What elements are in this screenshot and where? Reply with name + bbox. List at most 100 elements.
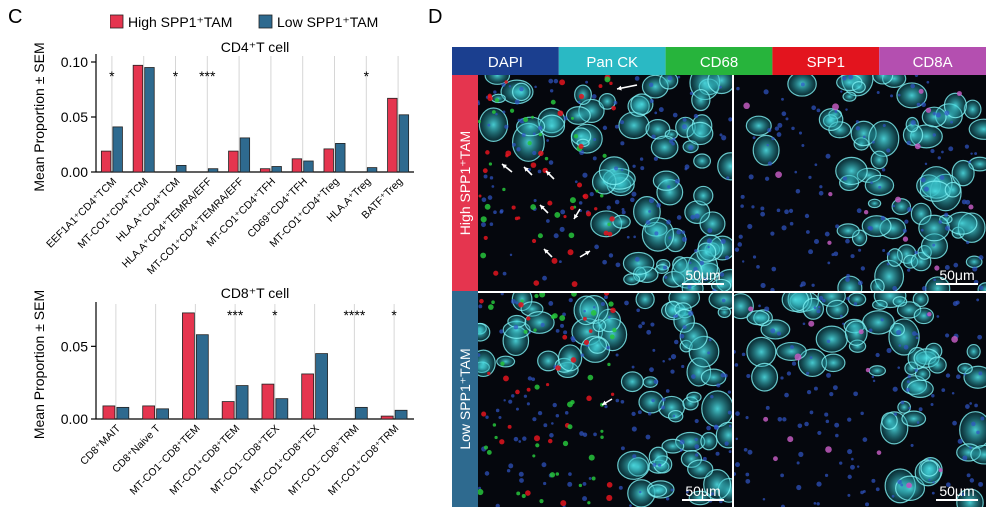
dapi-nucleus (489, 176, 494, 180)
dapi-nucleus (648, 209, 652, 213)
dapi-nucleus (847, 474, 852, 480)
pan-ck-cell (484, 75, 511, 85)
dapi-nucleus (670, 369, 675, 374)
marker-cell (535, 443, 540, 448)
dapi-nucleus (506, 468, 511, 473)
dapi-nucleus (734, 363, 739, 367)
dapi-nucleus (952, 301, 958, 307)
dapi-nucleus (694, 418, 699, 424)
dapi-nucleus (620, 446, 625, 451)
dapi-nucleus (969, 402, 972, 405)
dapi-nucleus (867, 225, 872, 230)
marker-cell (539, 293, 546, 298)
pan-ck-cell (851, 81, 866, 94)
dapi-nucleus (489, 222, 494, 226)
dapi-nucleus (656, 203, 662, 208)
pan-ck-cell (635, 293, 655, 310)
dapi-nucleus (794, 170, 798, 174)
dapi-nucleus (652, 463, 657, 467)
marker-cell (478, 194, 482, 198)
dapi-nucleus (695, 453, 699, 457)
dapi-nucleus (921, 286, 927, 291)
marker-cell (505, 150, 512, 157)
cd8a-cell (951, 336, 958, 343)
marker-cell (538, 150, 544, 157)
dapi-nucleus (855, 120, 859, 124)
dapi-nucleus (511, 394, 515, 398)
dapi-nucleus (519, 478, 524, 483)
dapi-nucleus (862, 135, 866, 139)
marker-cell (520, 299, 524, 303)
dapi-nucleus (903, 344, 909, 350)
cd8-x-tick-label: MT-CO1⁺CD8⁺TEM (167, 423, 242, 498)
dapi-nucleus (781, 97, 784, 101)
dapi-nucleus (799, 284, 803, 288)
dapi-nucleus (966, 240, 970, 245)
dapi-nucleus (639, 157, 644, 161)
dapi-nucleus (978, 481, 984, 487)
dapi-nucleus (562, 312, 566, 317)
dapi-nucleus (735, 437, 739, 441)
legend-swatch-low (258, 14, 273, 29)
dapi-nucleus (691, 374, 696, 379)
cd4-bar-high (259, 168, 271, 173)
dapi-nucleus (500, 293, 504, 296)
dapi-nucleus (645, 434, 651, 440)
pan-ck-cell (717, 306, 732, 319)
marker-cell (571, 281, 578, 287)
dapi-nucleus (972, 266, 978, 272)
marker-cell (562, 440, 569, 447)
dapi-nucleus (916, 333, 919, 336)
dapi-nucleus (593, 432, 597, 437)
dapi-nucleus (503, 399, 506, 402)
marker-cell (606, 481, 613, 488)
dapi-nucleus (914, 368, 918, 372)
channel-label: CD68 (700, 54, 738, 71)
dapi-nucleus (832, 385, 838, 391)
dapi-nucleus (962, 455, 968, 461)
dapi-nucleus (860, 411, 864, 416)
pan-ck-cell (707, 75, 732, 95)
dapi-nucleus (632, 454, 637, 459)
cd8a-cell (956, 91, 962, 97)
dapi-nucleus (808, 249, 814, 255)
dapi-nucleus (882, 123, 886, 128)
marker-cell (578, 143, 584, 149)
marker-cell (594, 207, 598, 211)
dapi-nucleus (676, 215, 682, 220)
dapi-nucleus (665, 497, 670, 501)
dapi-nucleus (706, 238, 712, 244)
dapi-nucleus (726, 176, 730, 180)
cd8-x-tick-label: MT-CO1⁻CD8⁺TEX (208, 423, 282, 497)
dapi-nucleus (571, 337, 576, 343)
dapi-nucleus (540, 322, 545, 327)
dapi-nucleus (776, 132, 782, 137)
dapi-nucleus (839, 314, 843, 318)
cd4-bar-high (387, 97, 398, 173)
dapi-nucleus (862, 437, 868, 442)
pan-ck-cell (715, 421, 732, 449)
dapi-nucleus (932, 481, 935, 484)
arrow-head (540, 205, 545, 210)
dapi-nucleus (719, 85, 722, 89)
microscopy-image-3: 50μm (734, 293, 986, 507)
dapi-nucleus (634, 76, 640, 81)
dapi-nucleus (720, 238, 726, 245)
arrow-head (585, 251, 590, 256)
dapi-nucleus (756, 265, 760, 269)
pan-ck-cell (957, 362, 973, 375)
dapi-nucleus (667, 185, 671, 189)
dapi-nucleus (495, 408, 500, 413)
row-label: High SPP1⁺TAM (457, 131, 473, 235)
dapi-nucleus (950, 120, 954, 124)
arrow-head (544, 249, 549, 254)
dapi-nucleus (606, 345, 611, 350)
pan-ck-cell (966, 343, 981, 360)
dapi-nucleus (518, 471, 524, 477)
cd4-bar-low (207, 168, 219, 173)
dapi-nucleus (667, 75, 673, 81)
pan-ck-cell (524, 311, 555, 334)
dapi-nucleus (626, 235, 630, 239)
dapi-nucleus (760, 206, 765, 211)
dapi-nucleus (892, 286, 898, 291)
